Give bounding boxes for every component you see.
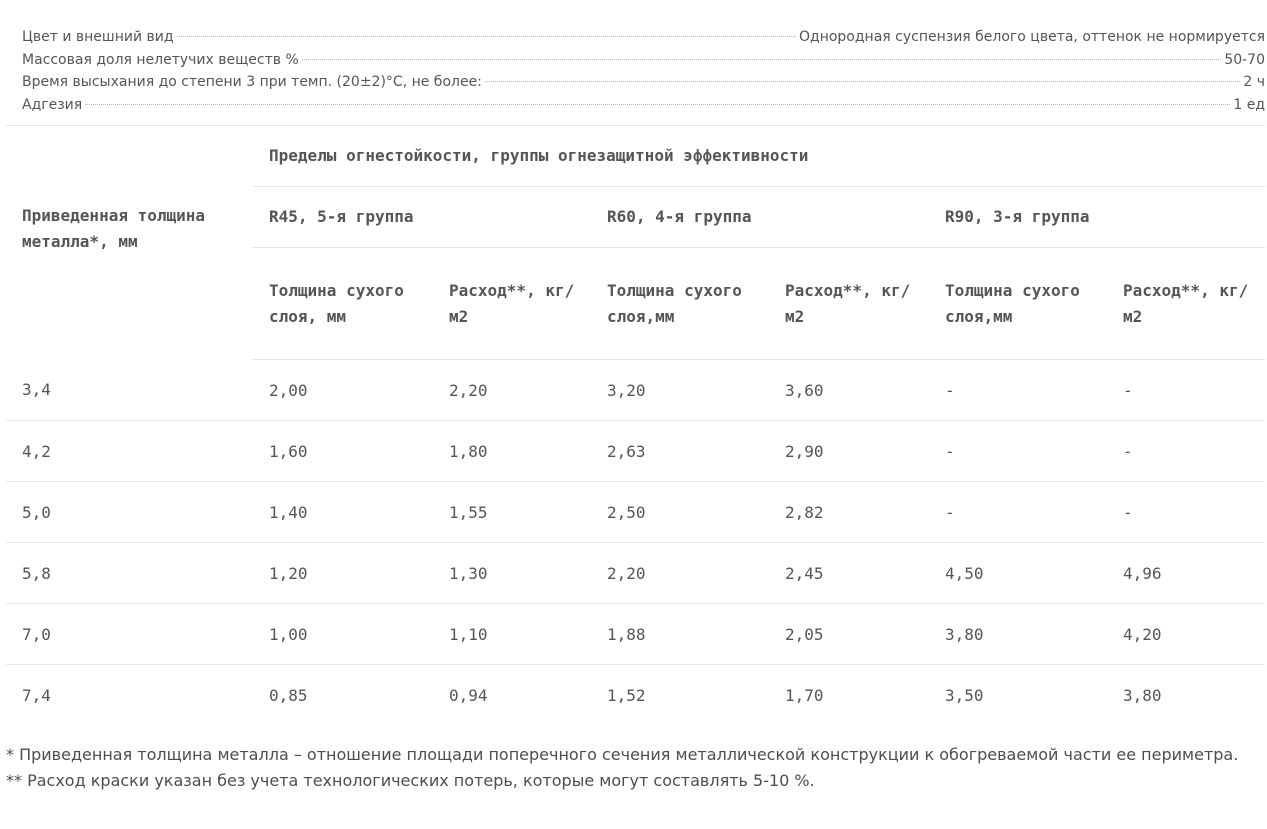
table-cell: 5,0	[6, 481, 253, 543]
dotted-leader	[85, 103, 1231, 105]
group-r90-header: R90, 3-я группа	[929, 186, 1266, 248]
property-label: Адгезия	[22, 96, 83, 113]
group-r45-header: R45, 5-я группа	[253, 186, 591, 248]
table-cell: -	[1107, 481, 1266, 543]
table-cell: 7,0	[6, 603, 253, 665]
property-row: Цвет и внешний вид Однородная суспензия …	[22, 26, 1265, 49]
footnote: ** Расход краски указан без учета технол…	[6, 771, 815, 790]
fire-resistance-table: Пределы огнестойкости, группы огнезащитн…	[6, 125, 1266, 726]
table-cell: 1,60	[253, 420, 433, 482]
column-header: Расход**, кг/м2	[1107, 247, 1266, 360]
table-cell: 2,63	[591, 420, 769, 482]
column-header: Толщина сухого слоя, мм	[253, 247, 433, 360]
property-row: Адгезия 1 ед	[22, 94, 1265, 117]
table-cell: -	[1107, 420, 1266, 482]
table-cell: 2,50	[591, 481, 769, 543]
property-row: Время высыхания до степени 3 при темп. (…	[22, 71, 1265, 94]
table-cell: 1,70	[785, 685, 824, 705]
table-cell: 3,20	[591, 359, 769, 421]
table-cell: 1,80	[433, 420, 591, 482]
table-cell: 2,00	[253, 359, 433, 421]
table-cell: 3,80	[1123, 685, 1162, 705]
table-cell: 5,8	[6, 542, 253, 604]
table-row: 3,4 2,00 2,20 3,20 3,60 - -	[6, 359, 1266, 421]
property-row: Массовая доля нелетучих веществ % 50-70	[22, 49, 1265, 72]
property-value: Однородная суспензия белого цвета, оттен…	[799, 29, 1265, 45]
table-cell: 1,88	[591, 603, 769, 665]
table-header-row: Толщина сухого слоя, мм Расход**, кг/м2 …	[6, 247, 1266, 360]
column-header: Расход**, кг/м2	[769, 247, 929, 360]
table-cell: 4,50	[929, 542, 1107, 604]
column-header: Толщина сухого слоя,мм	[591, 247, 769, 360]
table-cell: 1,00	[253, 603, 433, 665]
empty-header-cell	[6, 125, 253, 187]
table-row: 7,4 0,85 0,94 1,52 1,70 3,50 3,80	[6, 665, 1265, 726]
column-header: Расход**, кг/м2	[433, 247, 591, 360]
table-cell: 4,20	[1107, 603, 1266, 665]
table-row: 5,0 1,40 1,55 2,50 2,82 - -	[6, 481, 1266, 543]
table-cell: 3,60	[769, 359, 929, 421]
table-cell: 3,80	[929, 603, 1107, 665]
table-cell: 1,55	[433, 481, 591, 543]
footnotes: * Приведенная толщина металла – отношени…	[6, 742, 1265, 794]
table-cell: 4,96	[1107, 542, 1266, 604]
property-label: Массовая доля нелетучих веществ %	[22, 51, 299, 68]
table-cell: 1,20	[253, 542, 433, 604]
table-header-row: Пределы огнестойкости, группы огнезащитн…	[6, 125, 1266, 187]
table-cell: 2,20	[433, 359, 591, 421]
table-row: 7,0 1,00 1,10 1,88 2,05 3,80 4,20	[6, 603, 1266, 665]
table-cell: 2,20	[591, 542, 769, 604]
table-cell: 0,94	[449, 685, 488, 705]
column-header: Толщина сухого слоя,мм	[929, 247, 1107, 360]
table-cell: 1,30	[433, 542, 591, 604]
table-cell: 2,05	[769, 603, 929, 665]
table-cell: 3,4	[6, 359, 253, 421]
property-value: 50-70	[1224, 51, 1265, 68]
table-row: 5,8 1,20 1,30 2,20 2,45 4,50 4,96	[6, 542, 1266, 604]
footnote: * Приведенная толщина металла – отношени…	[6, 745, 1239, 764]
table-cell: 1,40	[253, 481, 433, 543]
group-r60-header: R60, 4-я группа	[591, 186, 929, 248]
table-cell: -	[1107, 359, 1266, 421]
properties-list: Цвет и внешний вид Однородная суспензия …	[22, 26, 1265, 116]
property-value: 1 ед	[1233, 96, 1265, 113]
table-cell: -	[929, 359, 1107, 421]
table-cell: 0,85	[269, 685, 308, 705]
group-header: Пределы огнестойкости, группы огнезащитн…	[253, 125, 1266, 187]
property-label: Цвет и внешний вид	[22, 29, 174, 45]
table-cell: 2,45	[769, 542, 929, 604]
table-header-row: Приведенная толщина металла*, мм R45, 5-…	[6, 186, 1266, 251]
dotted-leader	[484, 81, 1241, 82]
table-row: 4,2 1,60 1,80 2,63 2,90 - -	[6, 420, 1266, 482]
table-cell: 1,10	[433, 603, 591, 665]
table-cell: 7,4	[22, 685, 51, 705]
dotted-leader	[176, 36, 796, 37]
dotted-leader	[301, 58, 1222, 60]
table-cell: 2,82	[769, 481, 929, 543]
table-cell: -	[929, 420, 1107, 482]
table-cell: 3,50	[945, 685, 984, 705]
property-value: 2 ч	[1243, 74, 1265, 90]
table-cell: 2,90	[769, 420, 929, 482]
table-cell: 4,2	[6, 420, 253, 482]
property-label: Время высыхания до степени 3 при темп. (…	[22, 74, 482, 90]
metal-thickness-header: Приведенная толщина металла*, мм	[22, 205, 206, 251]
table-cell: 1,52	[607, 685, 646, 705]
table-cell: -	[929, 481, 1107, 543]
